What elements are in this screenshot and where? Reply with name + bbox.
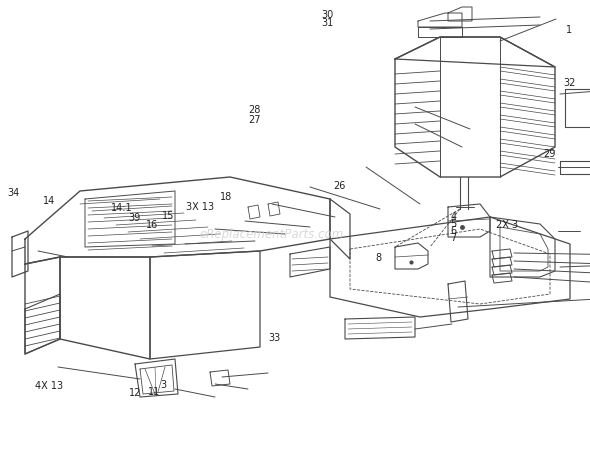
Text: 30: 30 [322, 10, 334, 20]
Text: 16: 16 [146, 220, 159, 230]
Text: 31: 31 [322, 18, 334, 28]
Text: 11: 11 [148, 386, 160, 396]
Text: 8: 8 [376, 252, 382, 262]
Text: 14:1: 14:1 [111, 203, 133, 213]
Text: 39: 39 [129, 212, 141, 222]
Text: 15: 15 [162, 211, 175, 221]
Text: 6: 6 [450, 225, 456, 235]
Text: eReplacementParts.com: eReplacementParts.com [199, 228, 343, 241]
Text: 12: 12 [129, 387, 141, 397]
Text: 14: 14 [42, 196, 55, 206]
Text: 4X 13: 4X 13 [35, 381, 64, 391]
Text: 32: 32 [563, 78, 576, 88]
Text: 28: 28 [248, 105, 260, 115]
Text: 26: 26 [333, 181, 346, 191]
Text: 4: 4 [450, 212, 456, 222]
Text: 2X 3: 2X 3 [496, 220, 518, 230]
Text: 27: 27 [248, 114, 260, 124]
Text: 3X 13: 3X 13 [186, 202, 214, 212]
Text: 33: 33 [268, 332, 281, 342]
Text: 29: 29 [543, 149, 555, 159]
Text: 5: 5 [450, 218, 457, 229]
Text: 1: 1 [566, 25, 572, 35]
Text: 3: 3 [160, 379, 166, 389]
Text: 7: 7 [450, 233, 457, 243]
Text: 34: 34 [7, 188, 19, 198]
Text: 18: 18 [219, 191, 232, 202]
